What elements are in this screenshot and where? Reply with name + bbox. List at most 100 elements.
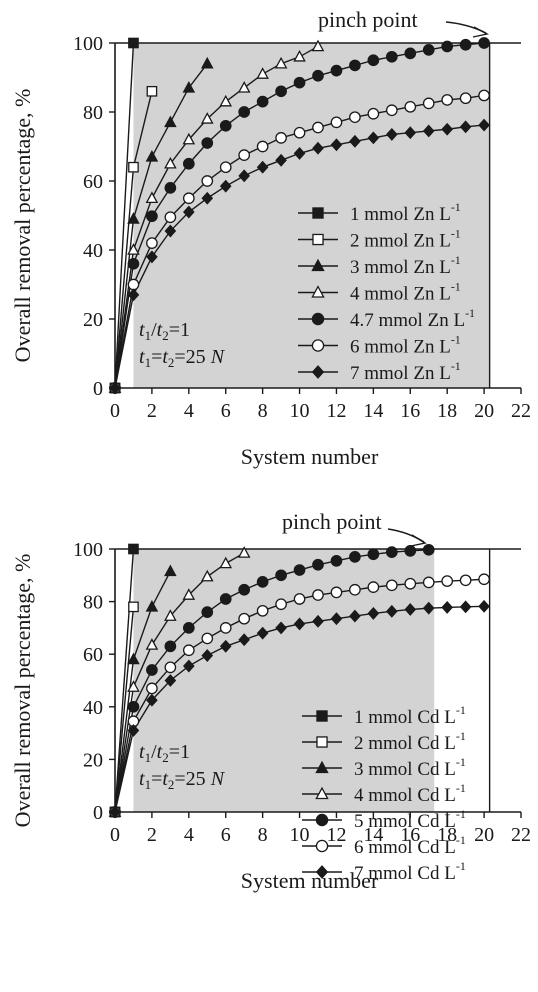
- point-s6-2: [146, 682, 158, 695]
- legend-marker-7: [311, 365, 325, 379]
- point-s4-6: [219, 94, 233, 107]
- point-s6-10: [293, 126, 306, 139]
- point-s5-10: [293, 76, 306, 89]
- x-tick-label-2: 2: [147, 824, 157, 846]
- legend-label-6: 6 mmol Cd L-1: [354, 833, 466, 858]
- x-tick-label-4: 4: [184, 824, 194, 846]
- legend-marker-6: [311, 339, 325, 352]
- legend-marker-1: [312, 207, 324, 219]
- legend-marker-4: [311, 285, 325, 298]
- y-tick-label-20: 20: [83, 749, 103, 771]
- pinch-point-label: pinch point: [318, 7, 418, 32]
- point-s1-1: [128, 543, 139, 555]
- point-s7-17: [422, 124, 435, 138]
- legend-label-7: 7 mmol Cd L-1: [354, 859, 466, 884]
- point-s3-3: [164, 564, 177, 577]
- legend-marker-4: [315, 786, 329, 800]
- cond-var: t: [157, 319, 163, 341]
- point-s7-0: [109, 381, 121, 395]
- cond-rest: =25: [174, 346, 210, 368]
- point-s7-9: [275, 153, 287, 167]
- legend-marker-5: [315, 813, 329, 827]
- point-s4-2: [145, 191, 159, 204]
- cond-var: t: [139, 346, 145, 368]
- point-s7-12: [330, 138, 343, 152]
- y-tick-label-80: 80: [83, 102, 103, 124]
- y-tick-label-60: 60: [83, 644, 103, 666]
- series-line-2: [114, 606, 135, 813]
- x-tick-label-6: 6: [221, 824, 231, 846]
- x-tick-label-12: 12: [326, 400, 346, 422]
- point-s6-3: [164, 211, 177, 224]
- point-s7-4: [183, 205, 195, 219]
- legend-name: 6 mmol Zn L: [350, 337, 451, 358]
- cond-sub: 1: [145, 750, 152, 765]
- point-s7-19: [459, 600, 472, 614]
- point-s7-20: [478, 599, 490, 613]
- point-s4-4: [182, 588, 196, 600]
- point-s6-8: [256, 604, 269, 617]
- point-s7-1: [127, 288, 140, 302]
- point-s6-14: [367, 107, 380, 120]
- legend-name: 4 mmol Zn L: [350, 284, 451, 305]
- point-s6-16: [404, 577, 417, 590]
- point-s5-1: [127, 257, 140, 270]
- legend-superscript: -1: [451, 333, 461, 347]
- point-s4-7: [237, 546, 251, 558]
- legend-name: 3 mmol Zn L: [350, 257, 451, 278]
- legend-superscript: -1: [456, 729, 466, 743]
- series-markers: [108, 37, 490, 395]
- point-s5-1: [127, 700, 140, 713]
- point-s5-5: [201, 137, 214, 149]
- point-s5-11: [312, 69, 324, 82]
- point-s7-8: [256, 160, 269, 174]
- point-s5-2: [146, 664, 158, 676]
- pinch-point-arrow: [445, 21, 487, 34]
- pinch-point-arrow: [387, 528, 425, 543]
- point-s7-17: [422, 601, 435, 615]
- legend-name: 5 mmol Cd L: [354, 811, 456, 832]
- legend-superscript: -1: [456, 807, 466, 821]
- cond-unit: N: [210, 768, 226, 790]
- point-s5-4: [182, 622, 195, 634]
- point-s5-7: [238, 583, 251, 596]
- point-s7-18: [441, 122, 453, 136]
- legend-marker-3: [315, 760, 329, 774]
- point-s5-11: [312, 558, 324, 571]
- point-s7-15: [386, 604, 398, 618]
- y-tick-label-40: 40: [83, 697, 103, 719]
- cond-var: t: [139, 768, 145, 790]
- point-s6-17: [422, 576, 435, 589]
- point-s7-5: [201, 649, 214, 662]
- point-s6-12: [330, 586, 343, 599]
- y-tick-label-20: 20: [83, 309, 103, 331]
- point-s5-9: [275, 569, 287, 582]
- point-s5-16: [404, 544, 417, 557]
- point-s6-6: [219, 622, 232, 634]
- point-s6-15: [385, 579, 398, 592]
- legend-label-3: 3 mmol Cd L-1: [354, 755, 466, 780]
- point-s7-8: [256, 626, 269, 640]
- legend-superscript: -1: [451, 227, 461, 241]
- legend-superscript: -1: [451, 359, 461, 373]
- legend-superscript: -1: [456, 755, 466, 769]
- point-s5-18: [441, 40, 454, 53]
- point-s5-8: [256, 95, 269, 108]
- point-s7-11: [312, 614, 324, 628]
- point-s4-11: [311, 39, 325, 52]
- point-s6-13: [349, 111, 361, 124]
- cond-op: =: [151, 346, 162, 368]
- shaded-region: [133, 549, 435, 812]
- legend-name: 7 mmol Zn L: [350, 363, 451, 384]
- y-tick-label-100: 100: [73, 539, 103, 561]
- cond-rest: =25: [174, 768, 210, 790]
- x-tick-label-10: 10: [290, 400, 310, 422]
- legend-superscript: -1: [456, 781, 466, 795]
- x-tick-label-22: 22: [511, 824, 531, 846]
- point-s5-10: [293, 564, 306, 576]
- legend-label-3: 3 mmol Zn L-1: [350, 253, 461, 278]
- point-s6-9: [275, 598, 287, 611]
- point-s6-4: [182, 192, 195, 205]
